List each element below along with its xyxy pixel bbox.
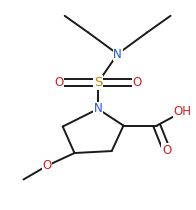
Text: O: O bbox=[54, 76, 64, 89]
Text: O: O bbox=[42, 159, 52, 172]
Text: OH: OH bbox=[173, 105, 191, 118]
Text: O: O bbox=[162, 144, 171, 157]
Text: S: S bbox=[94, 76, 102, 89]
Text: O: O bbox=[132, 76, 142, 89]
Text: N: N bbox=[113, 47, 122, 60]
Text: N: N bbox=[94, 102, 102, 116]
